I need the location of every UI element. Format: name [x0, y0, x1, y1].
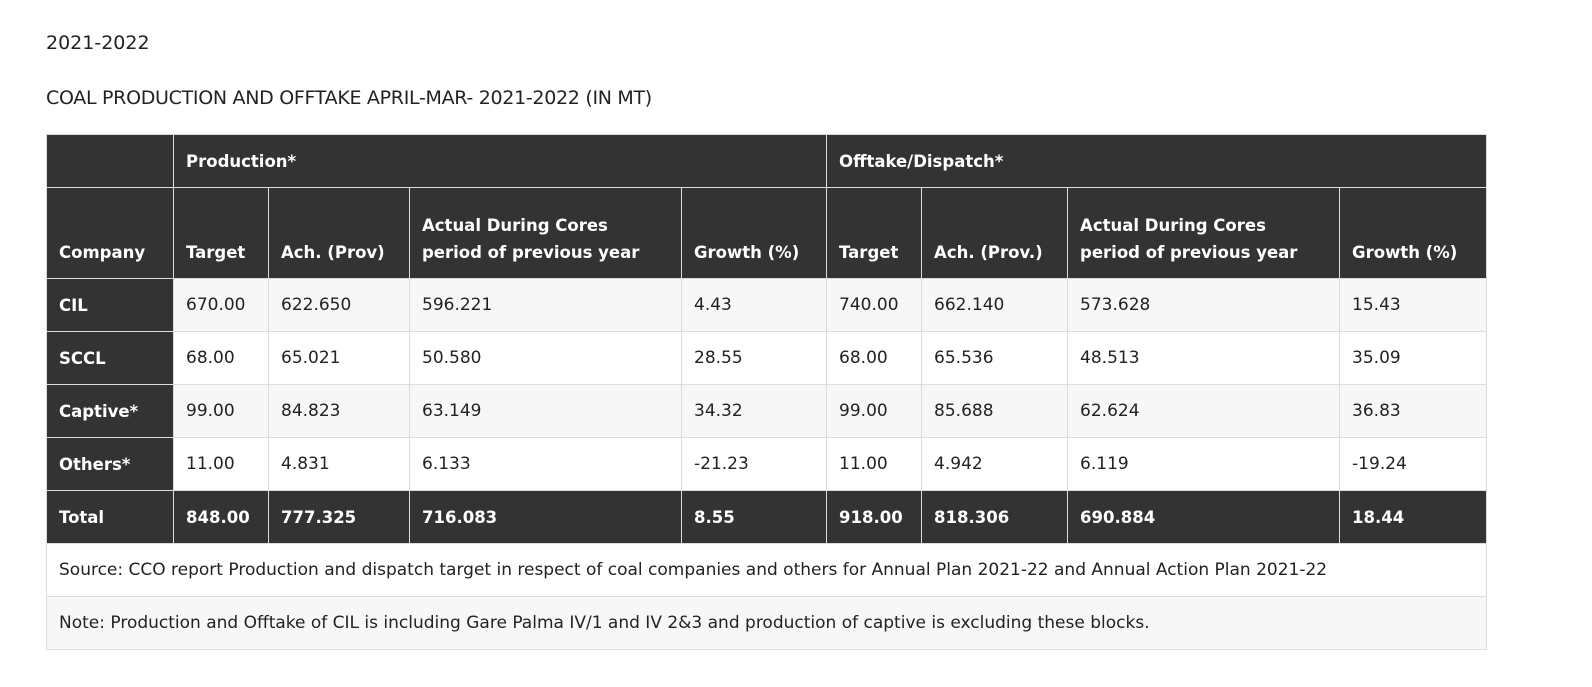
production-achievement: 622.650 [268, 278, 410, 332]
company-name: SCCL [46, 331, 174, 385]
offtake-target: 740.00 [826, 278, 923, 332]
total-production-previous-year: 716.083 [409, 490, 682, 544]
production-previous-year: 596.221 [409, 278, 682, 332]
total-offtake-achievement: 818.306 [921, 490, 1069, 544]
total-row: Total 848.00 777.325 716.083 8.55 918.00… [46, 490, 1488, 544]
table-row: SCCL 68.00 65.021 50.580 28.55 68.00 65.… [46, 331, 1488, 385]
total-production-achievement: 777.325 [268, 490, 410, 544]
production-growth: 34.32 [680, 384, 828, 438]
offtake-achievement: 4.942 [921, 437, 1069, 491]
total-production-growth: 8.55 [680, 490, 828, 544]
column-header-production-previous-year: Actual During Cores period of previous y… [409, 187, 682, 279]
offtake-previous-year: 573.628 [1067, 278, 1341, 332]
offtake-growth: 36.83 [1339, 384, 1488, 438]
group-header-production: Production* [172, 134, 828, 188]
table-row: Captive* 99.00 84.823 63.149 34.32 99.00… [46, 384, 1488, 438]
production-growth: 28.55 [680, 331, 828, 385]
source-note: Source: CCO report Production and dispat… [45, 543, 1488, 597]
year-heading: 2021-2022 [46, 32, 150, 54]
production-target: 99.00 [173, 384, 269, 438]
offtake-achievement: 662.140 [921, 278, 1069, 332]
production-previous-year: 63.149 [409, 384, 682, 438]
column-header-offtake-previous-year: Actual During Cores period of previous y… [1067, 187, 1341, 279]
production-growth: -21.23 [680, 437, 828, 491]
production-growth: 4.43 [680, 278, 828, 332]
production-target: 670.00 [173, 278, 269, 332]
corner-cell [46, 134, 174, 188]
coal-production-table: Production* Offtake/Dispatch* Company Ta… [45, 134, 1488, 650]
production-previous-year: 6.133 [409, 437, 682, 491]
column-header-company: Company [46, 187, 174, 279]
column-header-row: Company Target Ach. (Prov) Actual During… [46, 187, 1488, 279]
production-previous-year: 50.580 [409, 331, 682, 385]
production-target: 68.00 [173, 331, 269, 385]
table-row: Others* 11.00 4.831 6.133 -21.23 11.00 4… [46, 437, 1488, 491]
total-production-target: 848.00 [173, 490, 269, 544]
table-title: COAL PRODUCTION AND OFFTAKE APRIL-MAR- 2… [46, 87, 652, 109]
group-header-offtake: Offtake/Dispatch* [826, 134, 1488, 188]
total-offtake-previous-year: 690.884 [1067, 490, 1341, 544]
footnote: Note: Production and Offtake of CIL is i… [45, 596, 1488, 650]
offtake-growth: 15.43 [1339, 278, 1488, 332]
company-name: Others* [46, 437, 174, 491]
column-header-production-growth: Growth (%) [680, 187, 828, 279]
table-row: CIL 670.00 622.650 596.221 4.43 740.00 6… [46, 278, 1488, 332]
total-offtake-target: 918.00 [826, 490, 923, 544]
total-label: Total [46, 490, 174, 544]
column-header-offtake-target: Target [826, 187, 923, 279]
offtake-achievement: 85.688 [921, 384, 1069, 438]
offtake-target: 68.00 [826, 331, 923, 385]
production-target: 11.00 [173, 437, 269, 491]
total-offtake-growth: 18.44 [1339, 490, 1488, 544]
offtake-growth: 35.09 [1339, 331, 1488, 385]
offtake-previous-year: 62.624 [1067, 384, 1341, 438]
production-achievement: 4.831 [268, 437, 410, 491]
offtake-target: 11.00 [826, 437, 923, 491]
source-row: Source: CCO report Production and dispat… [45, 543, 1488, 597]
column-header-production-achievement: Ach. (Prov) [268, 187, 410, 279]
company-name: CIL [46, 278, 174, 332]
column-header-offtake-achievement: Ach. (Prov.) [921, 187, 1069, 279]
group-header-row: Production* Offtake/Dispatch* [46, 134, 1488, 188]
offtake-previous-year: 6.119 [1067, 437, 1341, 491]
company-name: Captive* [46, 384, 174, 438]
offtake-achievement: 65.536 [921, 331, 1069, 385]
production-achievement: 84.823 [268, 384, 410, 438]
production-achievement: 65.021 [268, 331, 410, 385]
column-header-production-target: Target [173, 187, 269, 279]
column-header-offtake-growth: Growth (%) [1339, 187, 1488, 279]
offtake-target: 99.00 [826, 384, 923, 438]
offtake-previous-year: 48.513 [1067, 331, 1341, 385]
offtake-growth: -19.24 [1339, 437, 1488, 491]
note-row: Note: Production and Offtake of CIL is i… [45, 596, 1488, 650]
